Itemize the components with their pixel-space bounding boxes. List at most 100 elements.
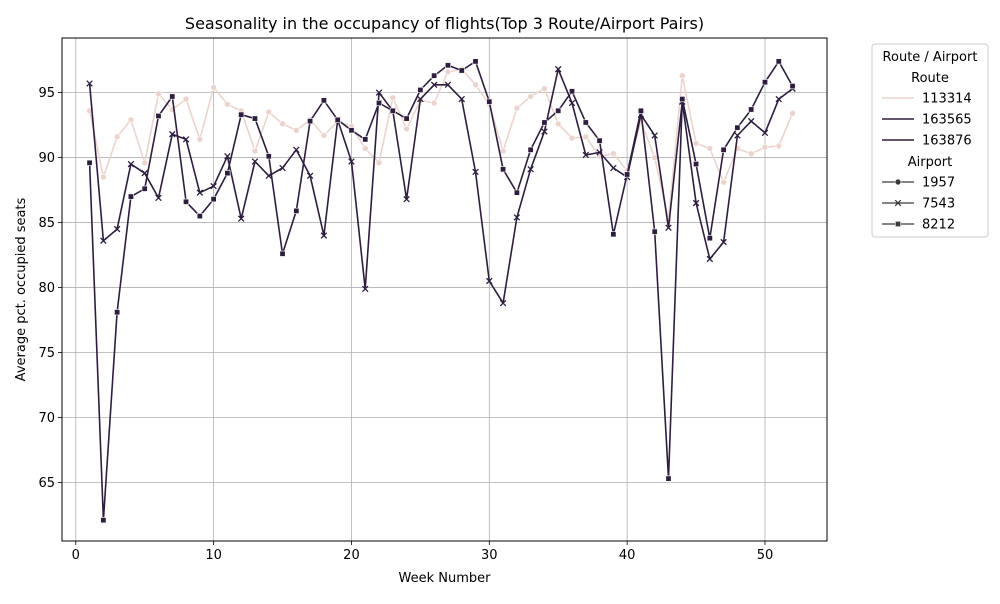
data-point bbox=[100, 237, 107, 245]
data-point bbox=[458, 67, 465, 74]
legend: Route / Airport Route Airport 113314 1635… bbox=[871, 43, 989, 238]
data-point bbox=[417, 95, 424, 103]
data-point bbox=[706, 235, 713, 242]
data-point bbox=[568, 99, 576, 107]
data-point bbox=[196, 136, 204, 143]
data-point bbox=[251, 158, 259, 165]
data-point bbox=[348, 127, 355, 134]
data-point bbox=[775, 58, 782, 65]
data-point bbox=[375, 159, 383, 167]
grid bbox=[62, 38, 827, 541]
data-point bbox=[265, 108, 273, 116]
data-point bbox=[527, 166, 534, 173]
data-point bbox=[141, 185, 148, 192]
data-point bbox=[389, 94, 397, 102]
data-point bbox=[582, 151, 590, 159]
x-axis-label: Week Number bbox=[399, 571, 492, 586]
x-tick-label: 0 bbox=[72, 548, 80, 563]
data-point bbox=[114, 309, 121, 316]
data-point bbox=[251, 147, 259, 155]
legend-title: Route / Airport bbox=[883, 50, 978, 65]
data-point bbox=[513, 189, 520, 196]
data-point bbox=[279, 120, 286, 128]
data-point bbox=[224, 153, 231, 160]
legend-airport-marker bbox=[894, 199, 902, 207]
data-point bbox=[582, 119, 589, 126]
data-point bbox=[706, 145, 714, 152]
data-point bbox=[472, 58, 479, 65]
data-point bbox=[362, 136, 369, 143]
data-point bbox=[541, 128, 548, 135]
data-point bbox=[320, 232, 328, 239]
data-point bbox=[196, 213, 203, 220]
legend-items: 113314 163565 163876 1957 7543 8212 bbox=[882, 92, 972, 233]
legend-airport-heading: Airport bbox=[908, 155, 953, 170]
data-point bbox=[789, 110, 796, 117]
data-point bbox=[555, 107, 562, 114]
data-point bbox=[86, 159, 93, 166]
data-point bbox=[500, 166, 507, 173]
data-point bbox=[720, 178, 727, 186]
data-point bbox=[678, 72, 686, 79]
data-point bbox=[513, 104, 521, 112]
data-point bbox=[238, 111, 245, 118]
x-tick-label: 50 bbox=[757, 548, 774, 563]
chart-title: Seasonality in the occupancy of flights(… bbox=[185, 14, 704, 33]
data-point bbox=[430, 81, 438, 89]
data-point bbox=[348, 158, 355, 165]
data-point bbox=[486, 98, 493, 105]
x-axis-ticks: 0 10 20 30 40 50 bbox=[72, 541, 774, 563]
data-point bbox=[610, 231, 617, 238]
data-point bbox=[279, 250, 286, 257]
data-point bbox=[624, 171, 631, 178]
data-point bbox=[458, 95, 465, 103]
data-point bbox=[692, 139, 700, 147]
legend-airport-label: 1957 bbox=[922, 176, 955, 191]
data-point bbox=[651, 228, 658, 235]
data-point bbox=[306, 172, 314, 180]
y-tick-label: 75 bbox=[38, 346, 55, 361]
data-point bbox=[155, 194, 162, 202]
data-point bbox=[127, 160, 135, 168]
data-point bbox=[734, 124, 741, 131]
series-route-113314 bbox=[86, 65, 796, 224]
data-point bbox=[320, 132, 328, 139]
data-point bbox=[679, 96, 686, 103]
data-point bbox=[527, 146, 534, 153]
data-point bbox=[293, 207, 300, 214]
data-point bbox=[568, 88, 575, 95]
data-point bbox=[747, 117, 755, 125]
data-point bbox=[582, 133, 590, 141]
data-point bbox=[637, 107, 644, 114]
data-point bbox=[389, 107, 396, 114]
y-tick-label: 95 bbox=[38, 86, 55, 101]
series-line bbox=[88, 68, 793, 304]
y-tick-label: 65 bbox=[38, 476, 55, 491]
data-point bbox=[651, 154, 659, 161]
data-point bbox=[444, 62, 451, 69]
data-point bbox=[169, 130, 176, 138]
data-point bbox=[169, 93, 176, 100]
data-point bbox=[431, 72, 438, 79]
data-point bbox=[417, 86, 424, 93]
x-tick-label: 30 bbox=[481, 548, 498, 563]
legend-route-label: 163565 bbox=[922, 113, 972, 128]
legend-airport-marker bbox=[894, 178, 902, 186]
data-point bbox=[86, 80, 93, 87]
data-point bbox=[155, 112, 162, 119]
y-tick-label: 80 bbox=[38, 281, 55, 296]
data-point bbox=[279, 164, 286, 172]
data-point bbox=[775, 142, 783, 150]
series-route-163565 bbox=[86, 65, 796, 307]
series-route-163876 bbox=[86, 58, 796, 524]
data-point bbox=[665, 224, 672, 232]
series-line bbox=[88, 68, 794, 221]
data-point bbox=[237, 215, 245, 222]
data-point bbox=[499, 299, 507, 307]
data-point bbox=[127, 116, 135, 124]
data-point bbox=[334, 116, 341, 123]
data-point bbox=[320, 97, 327, 104]
series-line bbox=[88, 60, 794, 522]
